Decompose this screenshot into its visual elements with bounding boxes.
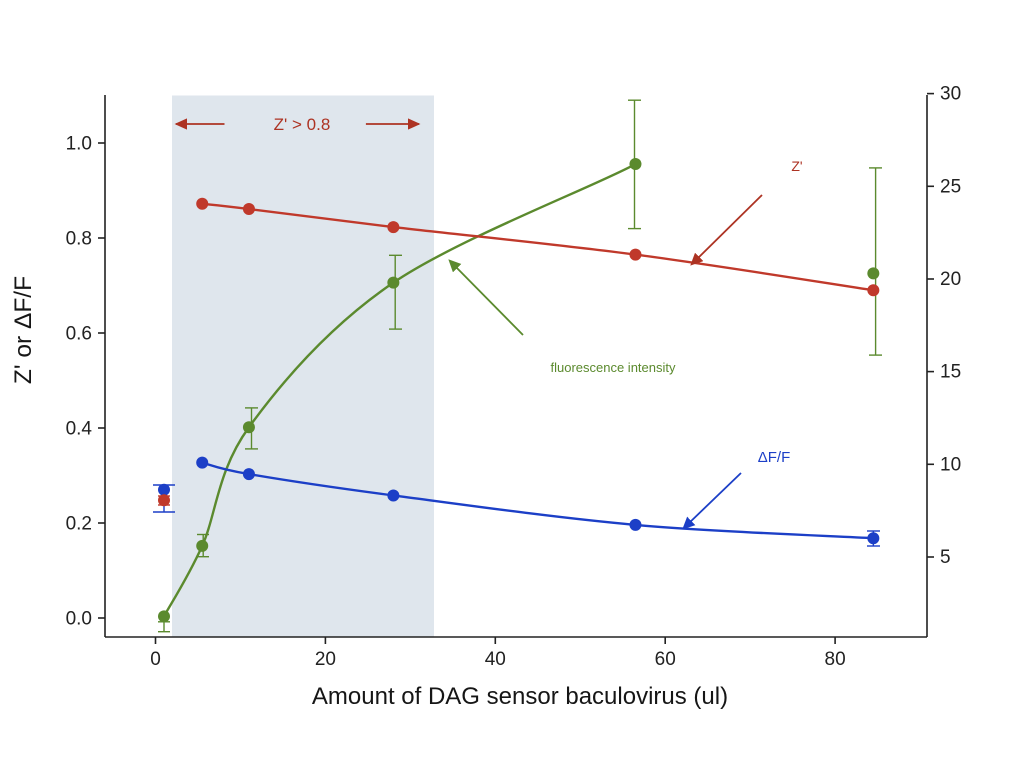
svg-text:Z' > 0.8: Z' > 0.8 (274, 115, 331, 134)
svg-text:30: 30 (940, 84, 961, 105)
svg-text:ΔF/F: ΔF/F (758, 449, 791, 466)
svg-text:80: 80 (825, 649, 846, 670)
svg-text:0.2: 0.2 (66, 514, 92, 535)
svg-text:0: 0 (150, 649, 161, 670)
svg-text:25: 25 (940, 176, 961, 197)
svg-text:0.0: 0.0 (66, 609, 92, 630)
svg-text:5: 5 (940, 547, 951, 568)
svg-text:fluorescence intensity: fluorescence intensity (550, 360, 676, 375)
svg-text:0.4: 0.4 (66, 419, 93, 440)
svg-text:Z': Z' (791, 158, 802, 174)
svg-text:0.8: 0.8 (66, 229, 92, 250)
svg-text:0.6: 0.6 (66, 324, 92, 345)
svg-text:1.0: 1.0 (66, 134, 92, 155)
svg-text:Z' or ΔF/F: Z' or ΔF/F (10, 276, 37, 384)
svg-text:40: 40 (485, 649, 506, 670)
svg-text:10: 10 (940, 454, 961, 475)
svg-text:20: 20 (940, 269, 961, 290)
svg-text:Amount of DAG sensor baculovir: Amount of DAG sensor baculovirus (ul) (312, 683, 728, 710)
svg-text:15: 15 (940, 362, 961, 383)
svg-text:60: 60 (655, 649, 676, 670)
svg-text:20: 20 (315, 649, 336, 670)
